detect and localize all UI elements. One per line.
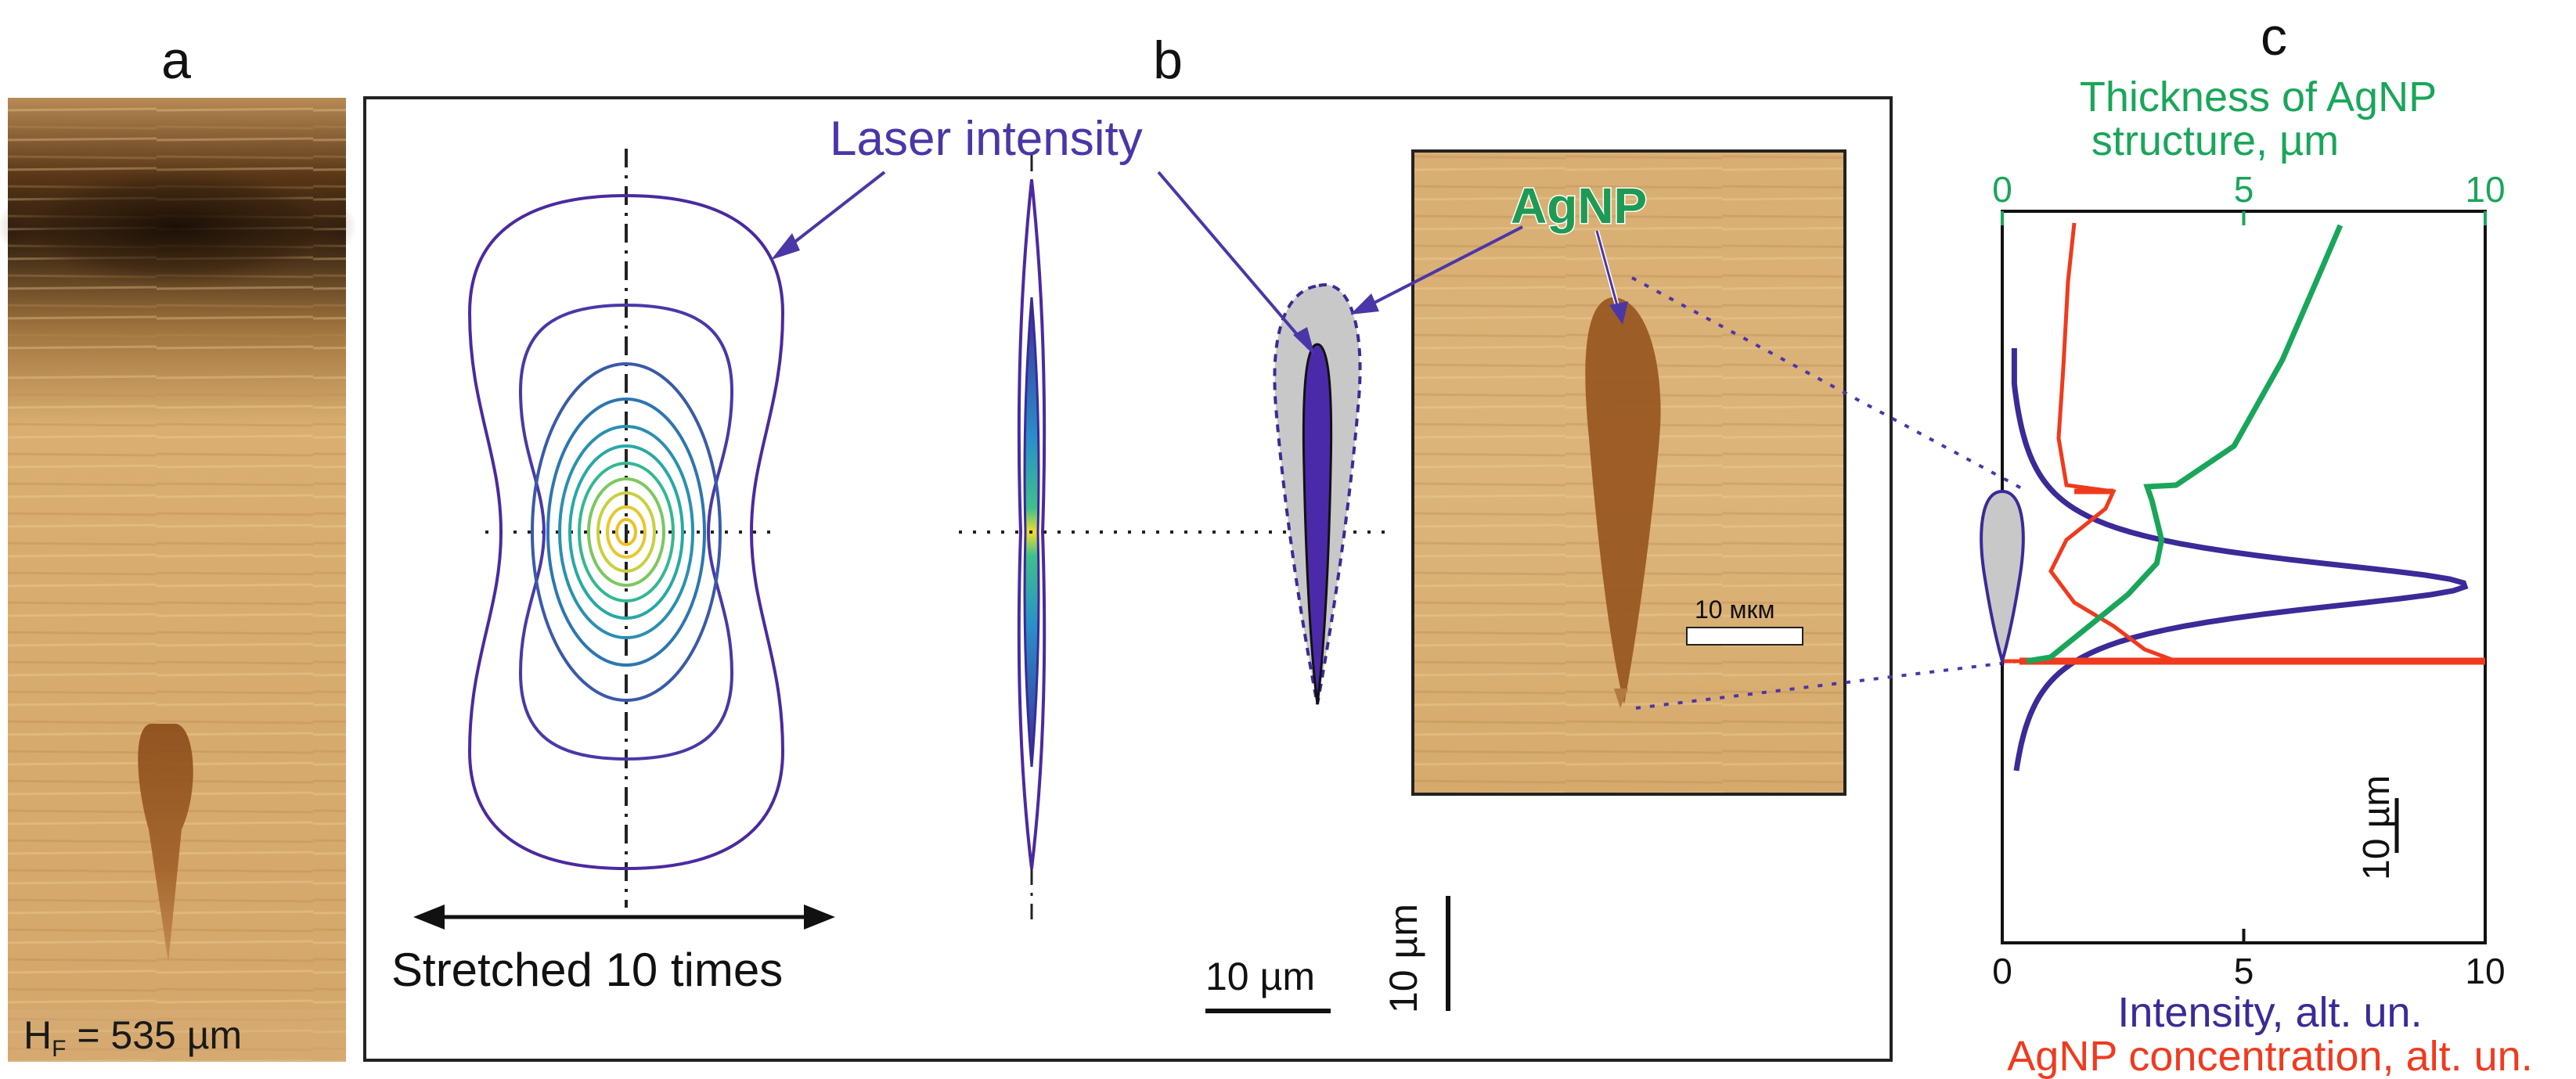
laser-arrow-2-head	[1293, 327, 1315, 356]
mini-teardrop	[1980, 489, 2025, 667]
top-axis-title-line2: structure, µm	[2091, 117, 2339, 164]
agnp-track-stain	[138, 724, 193, 962]
contour-ring-1	[467, 193, 785, 871]
contour-ring-5	[558, 425, 694, 639]
agnp-arrow-2-head	[1609, 301, 1628, 325]
micrograph-scale-bar	[1686, 627, 1803, 646]
bottom-axis-title-line2: AgNP concentration, alt. un.	[2007, 1033, 2532, 1079]
dark-stain-region	[0, 164, 357, 290]
stretched-contours	[467, 193, 785, 871]
bottom-tick-label: 0	[1992, 951, 2012, 991]
micrograph-scale-label: 10 мкм	[1695, 595, 1774, 624]
connector-line-top	[1631, 276, 2028, 493]
laser-arrow-1	[777, 171, 886, 256]
scale-label-vertical: 10 µm	[1382, 904, 1425, 1013]
height-label: HF = 535 µm	[23, 1013, 242, 1062]
contour-ring-6	[568, 444, 684, 620]
micrograph-stain-tail	[1614, 689, 1628, 708]
contour-ring-8	[587, 477, 665, 587]
stretch-arrow-right-head	[804, 905, 835, 930]
bottom-tick-label: 5	[2234, 951, 2254, 991]
top-tick-label: 10	[2465, 169, 2505, 210]
top-tick-label: 0	[1992, 169, 2012, 210]
contour-ring-9	[596, 491, 656, 573]
contour-ring-2	[518, 303, 734, 761]
laser-intensity-label: Laser intensity	[830, 112, 1143, 166]
scale-label-horizontal: 10 µm	[1205, 955, 1315, 998]
intensity-curve	[2011, 348, 2469, 771]
thickness-curve	[2026, 224, 2344, 664]
intensity-ellipse-overlay	[1302, 343, 1333, 705]
contour-ring-11	[615, 518, 637, 546]
panel-a-letter: a	[161, 31, 191, 90]
panel-c: c Thickness of AgNP structure, µm 0 5 10 0 5…	[1980, 7, 2533, 1079]
bottom-axis-title-line1: Intensity, alt. un.	[2117, 989, 2422, 1036]
top-tick-label: 5	[2234, 169, 2254, 210]
panel-a: a HF = 535 µm	[0, 31, 357, 1062]
micrograph-agnp-stain	[1585, 297, 1661, 704]
agnp-arrow-1-head	[1350, 293, 1379, 315]
panel-c-scale-label: 10 µm	[2356, 775, 2398, 880]
laser-arrow-2	[1157, 171, 1310, 350]
bottom-tick-label: 10	[2465, 951, 2505, 991]
stretch-label: Stretched 10 times	[391, 944, 783, 996]
agnp-label: AgNP	[1511, 178, 1647, 234]
agnp-arrow-1	[1361, 225, 1523, 311]
panel-b: b Stretched 10 times	[363, 31, 1893, 1062]
laser-arrow-1-head	[771, 233, 800, 260]
micrograph-inset: 10 мкм	[1411, 149, 1846, 796]
panel-b-letter: b	[1153, 31, 1183, 90]
contour-ring-10	[606, 505, 647, 559]
contour-ring-4	[546, 397, 706, 667]
panel-c-letter: c	[2261, 7, 2287, 67]
contour-ring-3	[531, 362, 722, 702]
panel-c-chart: 0 5 10 0 5 10	[1980, 169, 2506, 991]
chart-frame	[2001, 210, 2487, 944]
top-axis-title-line1: Thickness of AgNP	[2080, 74, 2437, 120]
contour-ring-7	[578, 462, 675, 602]
stretch-arrow-left-head	[413, 905, 445, 930]
